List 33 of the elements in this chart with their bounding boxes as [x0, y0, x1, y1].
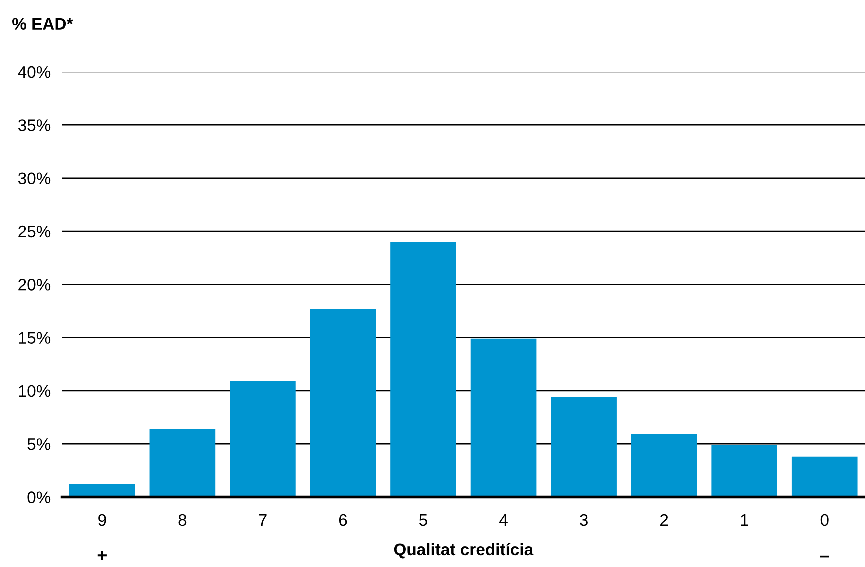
y-tick-label: 30% — [18, 172, 51, 185]
y-tick-label: 20% — [18, 279, 51, 291]
y-tick-label: 25% — [18, 226, 51, 238]
text: + — [98, 551, 107, 560]
bar — [792, 456, 858, 498]
bar — [150, 429, 216, 498]
x-tick-label: 6 — [339, 514, 348, 526]
x-tick-label: 4 — [500, 514, 508, 526]
y-tick-label: 10% — [19, 385, 51, 398]
bar — [712, 445, 778, 498]
y-tick-label: 40% — [18, 66, 51, 78]
x-axis-title: Qualitat creditícia — [394, 543, 534, 559]
bar — [70, 484, 136, 498]
x-tick-label: 3 — [580, 514, 588, 526]
bar — [230, 381, 296, 498]
y-tick-label: 15% — [19, 332, 51, 344]
y-tick-label: 5% — [28, 438, 51, 450]
bar — [551, 397, 617, 498]
x-tick-label: 7 — [259, 514, 267, 526]
bar — [631, 434, 698, 498]
bar — [470, 338, 537, 498]
y-tick-label: 35% — [18, 120, 51, 132]
y-tick-label: 0% — [28, 492, 51, 504]
x-tick-label: 8 — [178, 514, 187, 526]
bar — [310, 309, 376, 498]
x-tick-label: 9 — [98, 514, 106, 526]
x-tick-label: 2 — [660, 514, 668, 526]
text: – — [820, 556, 830, 558]
y-axis-title: % EAD* — [12, 18, 74, 30]
x-tick-label: 5 — [420, 514, 428, 526]
x-tick-label: 1 — [741, 514, 748, 526]
bar — [390, 242, 456, 498]
x-tick-label: 0 — [820, 514, 829, 526]
